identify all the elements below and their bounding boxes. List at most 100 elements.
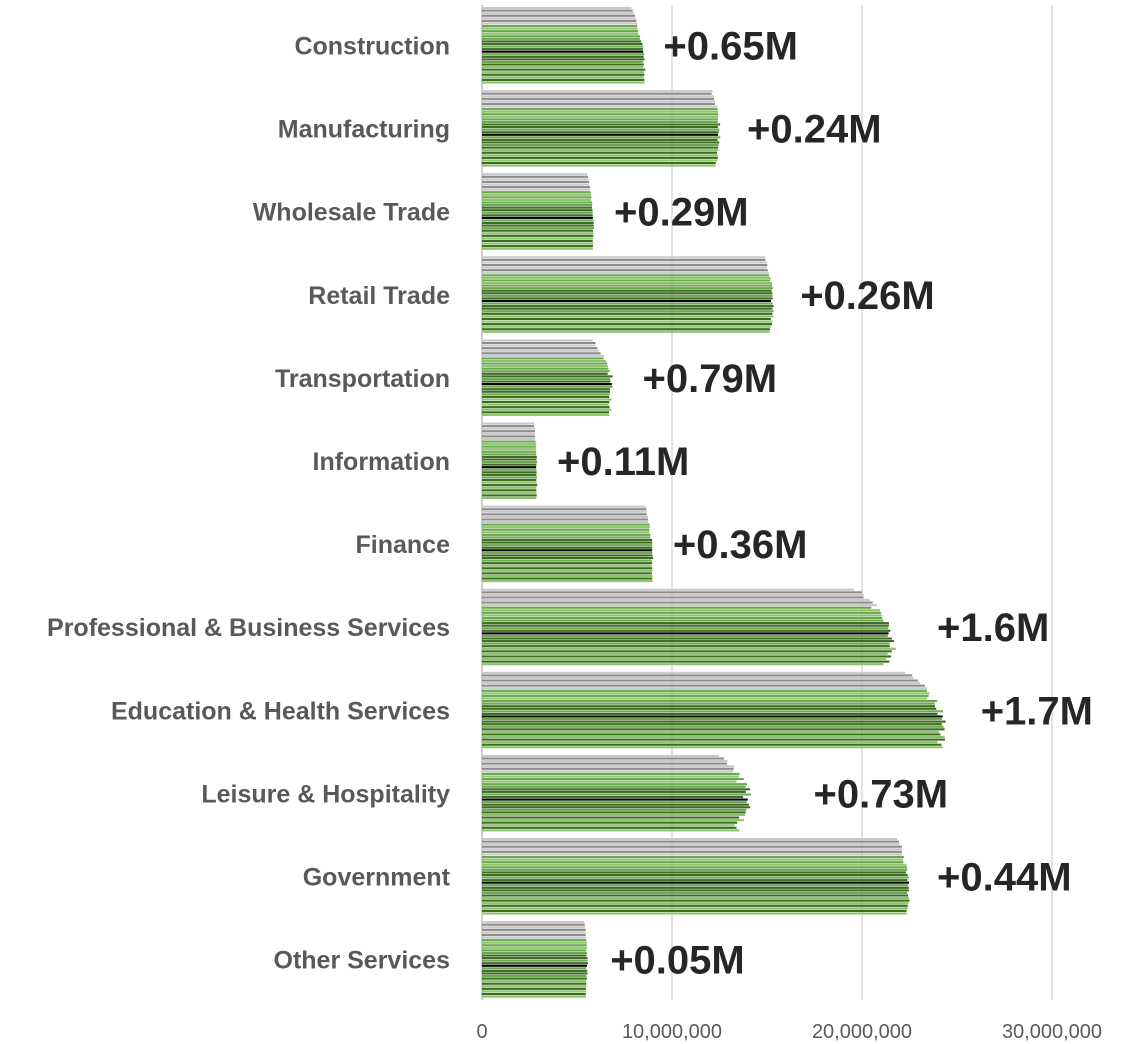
bar [482, 344, 596, 347]
bar [482, 980, 586, 983]
bar-group [482, 671, 946, 749]
bar [482, 767, 734, 770]
bar [482, 821, 738, 824]
bar [482, 574, 653, 577]
bar [482, 770, 734, 773]
bar [482, 45, 644, 48]
bar [482, 60, 643, 63]
bar [482, 899, 910, 902]
bar [482, 78, 645, 81]
bar [482, 871, 906, 874]
bar [482, 105, 718, 108]
bar [482, 845, 902, 848]
bar [482, 778, 744, 781]
bar [482, 494, 537, 497]
bar [482, 164, 716, 167]
bar [482, 55, 644, 58]
bar [482, 798, 748, 801]
bar [482, 523, 650, 526]
bar [482, 365, 608, 368]
bar [482, 156, 718, 159]
bar-group [482, 838, 910, 915]
bar [482, 367, 609, 370]
bar [482, 123, 721, 126]
bar [482, 128, 720, 131]
bar [482, 27, 638, 30]
bar [482, 788, 751, 791]
bar [482, 113, 719, 116]
bar [482, 515, 648, 518]
bar [482, 624, 889, 627]
bar [482, 954, 587, 957]
bar [482, 73, 645, 76]
bar [482, 876, 909, 879]
bar [482, 682, 921, 685]
bar [482, 863, 907, 866]
bar [482, 622, 889, 625]
bar [482, 245, 593, 248]
bar [482, 352, 601, 355]
bar [482, 305, 774, 308]
bar [482, 562, 653, 565]
bar [482, 219, 594, 222]
bar [482, 375, 613, 378]
bar [482, 242, 594, 245]
bar [482, 299, 771, 303]
bar [482, 435, 535, 438]
bar [482, 572, 652, 575]
bar [482, 357, 604, 360]
bar [482, 471, 537, 474]
bar-group [482, 339, 613, 416]
bar [482, 697, 928, 700]
bar [482, 577, 653, 580]
category-label: Professional & Business Services [47, 614, 450, 642]
change-label: +0.29M [614, 191, 749, 235]
category-label: Construction [294, 33, 450, 61]
bar [482, 972, 588, 975]
category-label: Government [303, 864, 451, 892]
bar [482, 115, 719, 118]
bar [482, 658, 887, 661]
bar [482, 652, 888, 655]
bar [482, 450, 537, 453]
bar [482, 982, 587, 985]
bar [482, 645, 890, 648]
change-label: +0.44M [937, 856, 1072, 900]
bar [482, 546, 653, 549]
bar [482, 398, 612, 401]
bar [482, 120, 718, 123]
bar [482, 14, 635, 17]
bar [482, 35, 641, 38]
bar [482, 567, 653, 570]
bar [482, 551, 653, 554]
bar [482, 754, 720, 757]
bar [482, 838, 898, 841]
bar [482, 775, 739, 778]
bar [482, 793, 751, 796]
bar [482, 40, 642, 43]
bar [482, 601, 873, 604]
bar [482, 422, 535, 425]
bar [482, 476, 537, 479]
bar [482, 138, 718, 141]
bar-group [482, 754, 751, 832]
bar [482, 663, 884, 666]
bar [482, 229, 593, 232]
bar [482, 881, 909, 884]
bar [482, 803, 750, 806]
bar [482, 606, 872, 609]
bar [482, 209, 593, 212]
bar [482, 660, 890, 663]
bar [482, 868, 908, 871]
bar [482, 715, 943, 718]
bar [482, 315, 774, 318]
x-axis-tick-labels: 0 10,000,000 20,000,000 30,000,000 [476, 1021, 1102, 1043]
bar [482, 279, 771, 282]
bar [482, 806, 751, 809]
bar [482, 879, 908, 882]
category-label: Leisure & Hospitality [201, 780, 450, 808]
bar [482, 513, 647, 516]
bar [482, 234, 594, 237]
change-label: +0.73M [814, 772, 949, 816]
bar [482, 596, 864, 599]
